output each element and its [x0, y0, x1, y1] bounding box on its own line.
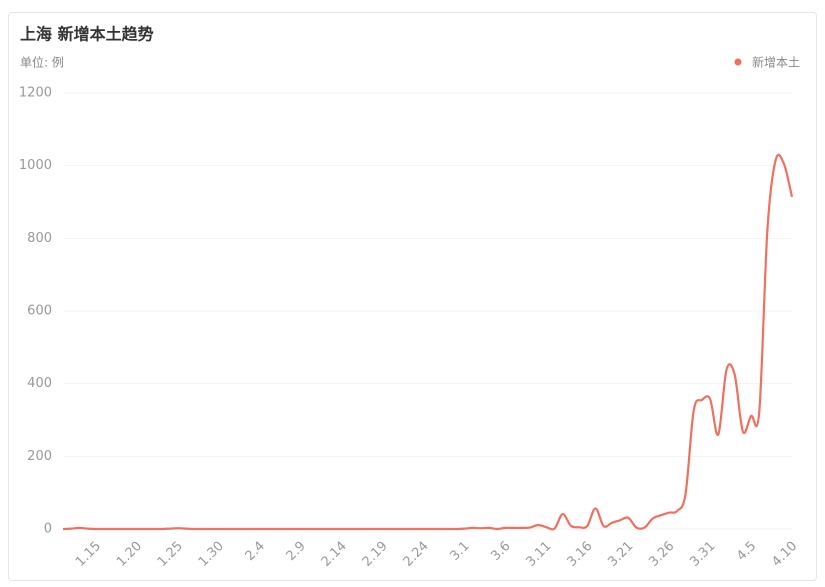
chart-title: 上海 新增本土趋势: [20, 25, 154, 44]
y-tick-label: 200: [27, 449, 52, 464]
x-tick-label: 3.1: [447, 539, 472, 564]
x-tick-label: 3.26: [646, 539, 677, 570]
x-tick-label: 3.6: [488, 539, 513, 564]
x-tick-label: 3.31: [687, 539, 718, 570]
card: [8, 12, 817, 581]
y-tick-label: 1200: [19, 86, 52, 101]
x-tick-label: 3.21: [605, 539, 636, 570]
y-tick-label: 800: [27, 231, 52, 246]
x-tick-label: 1.30: [196, 539, 227, 570]
x-tick-label: 2.4: [243, 539, 268, 564]
x-tick-label: 4.10: [769, 539, 800, 570]
x-tick-label: 3.11: [523, 539, 554, 570]
x-tick-label: 1.20: [114, 539, 145, 570]
x-tick-label: 2.19: [360, 539, 391, 570]
y-tick-label: 600: [27, 304, 52, 319]
x-tick-label: 1.15: [73, 539, 104, 570]
series-line: [62, 153, 794, 531]
x-tick-label: 2.14: [319, 539, 350, 570]
x-tick-label: 2.9: [284, 539, 309, 564]
unit-label: 单位: 例: [20, 55, 64, 70]
x-tick-label: 2.24: [401, 539, 432, 570]
x-tick-label: 3.16: [564, 539, 595, 570]
x-tick-label: 4.5: [734, 539, 759, 564]
y-tick-label: 0: [44, 522, 52, 537]
y-tick-label: 400: [27, 376, 52, 391]
x-tick-label: 1.25: [155, 539, 186, 570]
y-tick-label: 1000: [19, 158, 52, 173]
legend-marker: [734, 58, 742, 66]
legend-label: 新增本土: [752, 55, 800, 70]
